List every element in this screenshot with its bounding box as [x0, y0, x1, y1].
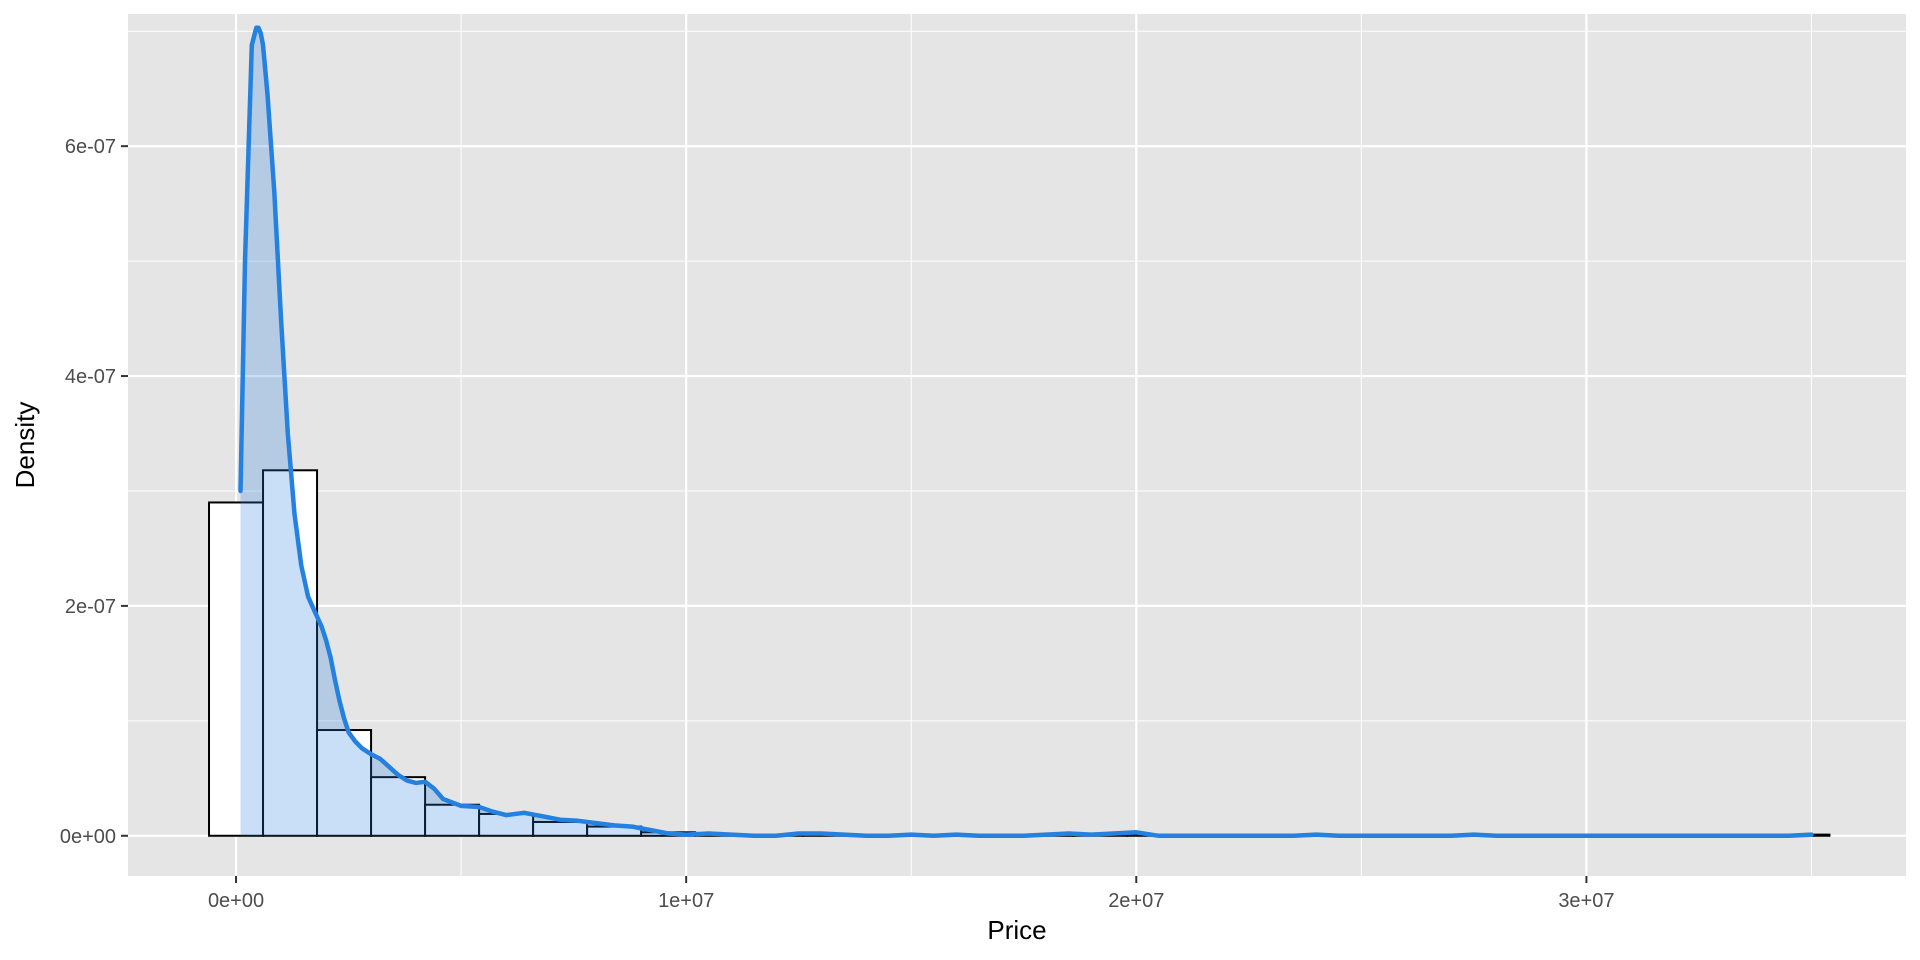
minor-gridlines	[128, 14, 1906, 876]
histogram-bar	[208, 501, 265, 837]
y-tick-label: 0e+00	[60, 826, 116, 848]
y-axis-tick-labels: 0e+00 2e-07 4e-07 6e-07	[60, 136, 116, 848]
x-tick-label: 0e+00	[208, 890, 264, 912]
y-axis-title: Density	[10, 402, 40, 489]
x-tick-label: 1e+07	[658, 890, 714, 912]
x-axis-tick-labels: 0e+00 1e+07 2e+07 3e+07	[208, 890, 1615, 912]
x-axis-title: Price	[987, 915, 1046, 945]
histogram-bar	[262, 469, 319, 837]
axis-tick-marks	[121, 145, 1588, 883]
x-tick-label: 3e+07	[1558, 890, 1614, 912]
plot-panel	[128, 14, 1906, 876]
histogram-bars	[208, 469, 1831, 837]
x-tick-label: 2e+07	[1108, 890, 1164, 912]
y-tick-label: 4e-07	[65, 366, 116, 388]
y-tick-label: 2e-07	[65, 596, 116, 618]
y-tick-label: 6e-07	[65, 136, 116, 158]
density-line	[238, 25, 1814, 839]
density-curve-layer	[238, 25, 1814, 839]
